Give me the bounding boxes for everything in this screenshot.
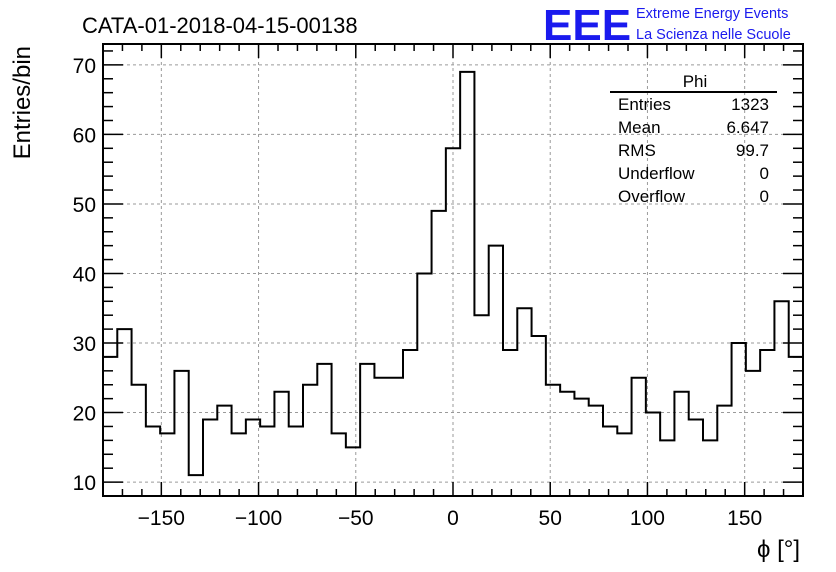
y-tick-label: 70 (73, 55, 96, 78)
histogram-bin (289, 426, 303, 496)
histogram-bin (746, 371, 760, 496)
histogram-bin (160, 433, 174, 496)
stats-rows: Entries 1323 Mean 6.647 RMS 99.7 Underflow 0 Ove… (618, 95, 769, 206)
histogram-bin (774, 301, 788, 496)
y-tick-label: 30 (73, 333, 96, 356)
stats-label: Underflow (618, 164, 695, 183)
y-tick-label: 10 (73, 472, 96, 495)
histogram-bin (232, 433, 246, 496)
x-tick-label: 100 (630, 507, 665, 530)
histogram-bin (617, 433, 631, 496)
stats-label: Entries (618, 95, 671, 114)
histogram-bin (417, 273, 431, 496)
histogram-bin (432, 211, 446, 496)
stats-value: 6.647 (726, 118, 769, 137)
histogram-bin (632, 378, 646, 496)
grid-lines (103, 44, 803, 496)
histogram-bin (274, 392, 288, 496)
histogram-bin (703, 440, 717, 496)
y-tick-label: 60 (73, 124, 96, 147)
histogram-outline (103, 70, 803, 477)
histogram-bin (603, 426, 617, 496)
x-tick-label: −150 (138, 507, 185, 530)
stats-title: Phi (683, 72, 708, 91)
histogram-bin (574, 399, 588, 496)
histogram-bin (732, 343, 746, 496)
logo-line-1: Extreme Energy Events (636, 6, 788, 22)
histogram-bin (517, 308, 531, 496)
histogram-bin (760, 350, 774, 496)
histogram-bin (174, 371, 188, 496)
stats-label: RMS (618, 141, 656, 160)
y-tick-label: 20 (73, 403, 96, 426)
histogram-bin (303, 385, 317, 496)
histogram-bin (474, 315, 488, 496)
y-tick-label: 40 (73, 263, 96, 286)
x-tick-label: 150 (727, 507, 762, 530)
histogram-bin (717, 406, 731, 496)
histogram-bin (403, 350, 417, 496)
histogram-bin (589, 406, 603, 496)
stats-value: 99.7 (736, 141, 769, 160)
histogram-bin (560, 392, 574, 496)
histogram-bin (674, 392, 688, 496)
x-tick-label: 50 (539, 507, 562, 530)
stats-value: 1323 (731, 95, 769, 114)
histogram-bins (103, 70, 803, 496)
histogram-bin (546, 385, 560, 496)
stats-label: Mean (618, 118, 661, 137)
histogram-bin (217, 406, 231, 496)
histogram-bin (460, 72, 474, 496)
x-tick-label: −50 (338, 507, 374, 530)
x-tick-label: 0 (447, 507, 459, 530)
logo-mark: EEE (543, 1, 631, 50)
histogram-bin (146, 426, 160, 496)
y-axis-label: Entries/bin (9, 46, 36, 159)
logo-line-2: La Scienza nelle Scuole (636, 27, 791, 43)
axis-ticks (103, 44, 803, 496)
y-tick-label: 50 (73, 194, 96, 217)
histogram-bin (389, 378, 403, 496)
stats-value: 0 (760, 187, 769, 206)
histogram-bin (489, 246, 503, 496)
run-title: CATA-01-2018-04-15-00138 (82, 13, 358, 38)
histogram-bin (360, 364, 374, 496)
stats-box: Phi Entries 1323 Mean 6.647 RMS 99.7 Underflow… (610, 72, 777, 206)
histogram-bin (260, 426, 274, 496)
stats-label: Overflow (618, 187, 686, 206)
x-tick-label: −100 (235, 507, 282, 530)
x-tick-labels: −150 −100 −50 0 50 100 150 (138, 507, 763, 530)
histogram-bin (532, 336, 546, 496)
histogram-bin (317, 364, 331, 496)
histogram-bin (346, 447, 360, 496)
histogram-bin (203, 420, 217, 496)
histogram-bin (689, 420, 703, 496)
y-tick-labels: 10 20 30 40 50 60 70 (73, 55, 96, 495)
histogram-bin (374, 378, 388, 496)
histogram-bin (132, 385, 146, 496)
histogram-bin (660, 440, 674, 496)
eee-logo: EEE Extreme Energy Events La Scienza nel… (543, 1, 791, 50)
stats-value: 0 (760, 164, 769, 183)
histogram-bin (332, 433, 346, 496)
x-axis-label: ϕ [°] (757, 536, 800, 563)
histogram-bin (503, 350, 517, 496)
histogram-bin (446, 148, 460, 496)
